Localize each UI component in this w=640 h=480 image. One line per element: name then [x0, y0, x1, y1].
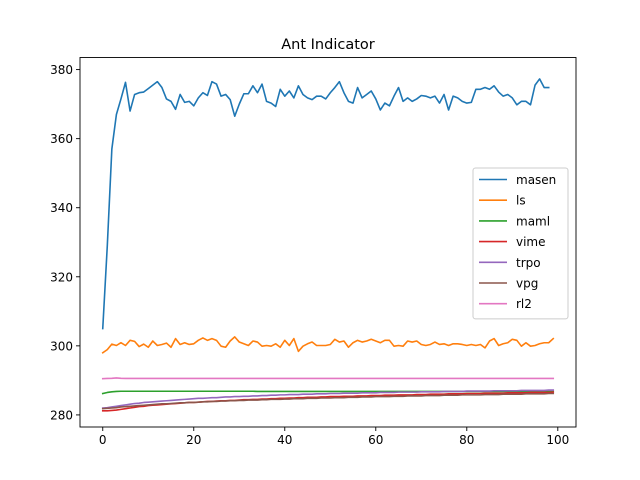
y-tick-label: 360	[50, 132, 73, 146]
series-line-ls	[101, 336, 555, 354]
x-tick-label: 40	[277, 433, 292, 447]
legend-box	[472, 167, 569, 320]
y-tick-label: 380	[50, 63, 73, 77]
legend-label-ls: ls	[516, 194, 526, 208]
legend-label-vpg: vpg	[516, 277, 538, 291]
series-line-masen	[101, 78, 550, 330]
y-axis-ticks: 280 300 320 340 360 380	[50, 63, 80, 422]
series-line-trpo	[101, 389, 555, 409]
legend: masen ls maml vime trpo vpg rl2	[472, 167, 569, 320]
legend-label-masen: masen	[516, 173, 556, 187]
x-axis-ticks: 0 20 40 60 80 100	[99, 427, 569, 447]
x-tick-label: 60	[368, 433, 383, 447]
plot-frame	[79, 57, 577, 428]
legend-label-maml: maml	[516, 214, 550, 228]
y-tick-label: 280	[50, 408, 73, 422]
series-line-rl2	[101, 377, 555, 380]
series-lines	[101, 78, 555, 412]
series-line-vpg	[101, 392, 555, 410]
y-tick-label: 340	[50, 201, 73, 215]
y-tick-label: 300	[50, 339, 73, 353]
x-tick-label: 80	[459, 433, 474, 447]
x-tick-label: 0	[99, 433, 107, 447]
x-tick-label: 20	[186, 433, 201, 447]
legend-label-rl2: rl2	[516, 297, 532, 311]
legend-label-trpo: trpo	[516, 256, 541, 270]
chart-title: Ant Indicator	[281, 37, 375, 53]
legend-label-vime: vime	[516, 235, 546, 249]
y-tick-label: 320	[50, 270, 73, 284]
x-tick-label: 100	[546, 433, 569, 447]
